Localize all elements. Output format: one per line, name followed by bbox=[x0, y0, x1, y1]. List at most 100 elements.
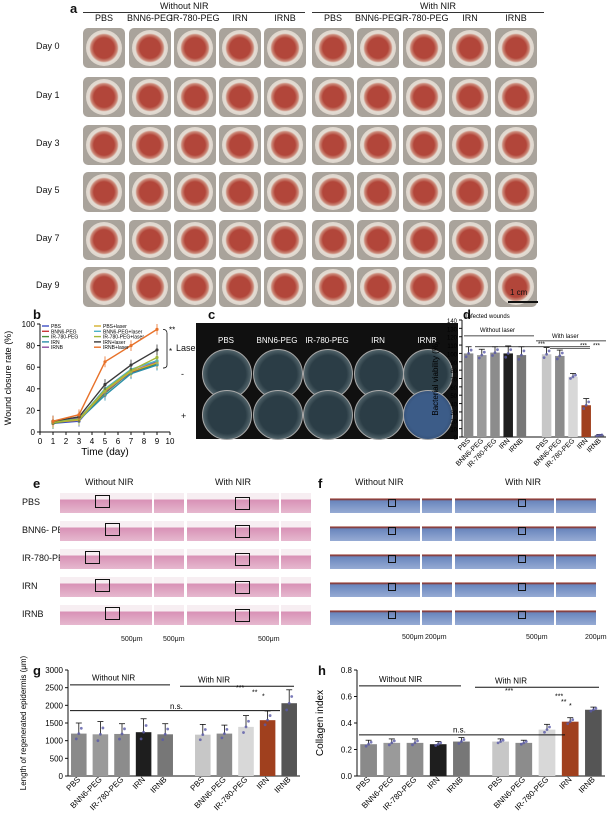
masson-roi-box bbox=[388, 555, 396, 563]
panel-c-col-0: PBS bbox=[217, 336, 235, 345]
panel-c-col-4: IRNB bbox=[417, 336, 437, 345]
panel-e-group-with: With NIR bbox=[215, 477, 251, 487]
d-plot-y-tick-label: 20 bbox=[450, 419, 457, 425]
g-plot-dot bbox=[290, 695, 294, 698]
h-plot-y-tick-label: 0.8 bbox=[341, 666, 353, 675]
g-plot-bar bbox=[238, 726, 254, 776]
g-annotation: n.s. bbox=[170, 702, 183, 711]
h-plot-y-tick-label: 0.4 bbox=[341, 719, 353, 728]
panel-h-label: h bbox=[318, 663, 326, 678]
he-roi-box bbox=[235, 525, 250, 538]
wound-ring bbox=[222, 174, 258, 210]
b-y-tick-label: 80 bbox=[26, 342, 35, 351]
d-plot-dot bbox=[480, 353, 484, 357]
h-plot-category-label: IRN bbox=[426, 775, 442, 791]
g-group-label: Without NIR bbox=[92, 674, 135, 683]
d-plot-category-label: IRNB bbox=[586, 437, 603, 454]
he-zoom bbox=[281, 549, 311, 569]
g-plot-bar bbox=[259, 720, 276, 776]
h-plot-dot bbox=[413, 741, 417, 745]
h-plot-y-tick-label: 0.6 bbox=[341, 693, 353, 702]
he-roi-box bbox=[235, 609, 250, 622]
b-point bbox=[103, 388, 107, 392]
g-plot-y-tick-label: 3000 bbox=[45, 666, 63, 675]
wound-ring bbox=[315, 269, 351, 305]
wound-ring bbox=[86, 127, 122, 163]
wound-ring bbox=[315, 127, 351, 163]
wound-ring bbox=[177, 30, 213, 66]
b-point bbox=[155, 327, 159, 331]
h-plot-dot bbox=[589, 709, 593, 713]
b-y-tick-label: 20 bbox=[26, 406, 35, 415]
masson-zoom bbox=[556, 521, 596, 541]
d-plot-bar bbox=[477, 355, 487, 437]
masson-section bbox=[455, 605, 554, 625]
wound-photo bbox=[174, 77, 216, 117]
wound-ring bbox=[315, 79, 351, 115]
panel-a-row-3: Day 5 bbox=[36, 185, 60, 195]
masson-section bbox=[455, 549, 554, 569]
g-plot-y-tick-label: 0 bbox=[59, 772, 64, 781]
wound-photo bbox=[357, 220, 399, 260]
masson-section bbox=[330, 577, 420, 597]
he-section bbox=[187, 493, 279, 513]
wound-ring bbox=[86, 222, 122, 258]
wound-photo bbox=[403, 125, 445, 165]
d-annotation: *** bbox=[593, 344, 601, 350]
he-zoom bbox=[281, 605, 311, 625]
wound-photo bbox=[219, 28, 261, 68]
panel-a-scale-bar bbox=[508, 301, 538, 303]
wound-ring bbox=[452, 174, 488, 210]
h-group-label: With NIR bbox=[495, 676, 527, 685]
g-plot-dot bbox=[220, 736, 224, 740]
wound-photo bbox=[129, 125, 171, 165]
g-plot-dot bbox=[96, 739, 100, 743]
wound-ring bbox=[222, 269, 258, 305]
wound-ring bbox=[267, 127, 303, 163]
wound-photo bbox=[312, 172, 354, 212]
h-annotation: *** bbox=[505, 688, 513, 695]
b-point bbox=[129, 363, 133, 367]
panel-e-row-1: BNN6- PEG bbox=[22, 525, 71, 535]
d-plot-dot bbox=[520, 353, 523, 357]
he-zoom bbox=[281, 577, 311, 597]
wound-photo bbox=[219, 77, 261, 117]
d-plot-y-tick-label: 0 bbox=[454, 436, 458, 442]
panel-a-row-4: Day 7 bbox=[36, 233, 60, 243]
b-annotation: * bbox=[169, 347, 172, 356]
g-plot-dot bbox=[201, 733, 205, 737]
d-plot-dot bbox=[464, 355, 468, 359]
wound-photo bbox=[403, 28, 445, 68]
b-y-tick-label: 0 bbox=[31, 428, 36, 437]
g-plot-category-label: PBS bbox=[65, 775, 83, 793]
wound-ring bbox=[498, 269, 534, 305]
masson-roi-box bbox=[388, 583, 396, 591]
masson-section bbox=[455, 521, 554, 541]
wound-ring bbox=[452, 30, 488, 66]
h-plot-dot bbox=[594, 707, 598, 710]
wound-ring bbox=[452, 79, 488, 115]
d-plot-dot bbox=[574, 373, 577, 377]
h-plot-category-label: IRNB bbox=[445, 775, 465, 795]
he-zoom bbox=[154, 521, 184, 541]
masson-zoom bbox=[556, 577, 596, 597]
he-roi-box bbox=[235, 581, 250, 594]
wound-ring bbox=[177, 269, 213, 305]
panel-f-group-with: With NIR bbox=[505, 477, 541, 487]
wound-ring bbox=[498, 79, 534, 115]
wound-ring bbox=[267, 269, 303, 305]
wound-photo bbox=[495, 125, 537, 165]
d-plot-y-tick-label: 110 bbox=[447, 344, 457, 350]
d-plot-dot bbox=[493, 351, 497, 354]
h-plot-dot bbox=[496, 741, 500, 745]
wound-photo bbox=[357, 172, 399, 212]
g-plot-dot bbox=[285, 708, 289, 712]
g-plot-dot bbox=[203, 728, 207, 731]
d-plot-dot bbox=[571, 375, 575, 379]
he-zoom bbox=[154, 493, 184, 513]
wound-photo bbox=[312, 267, 354, 307]
wound-photo bbox=[129, 77, 171, 117]
panel-c-plus: + bbox=[181, 411, 187, 421]
